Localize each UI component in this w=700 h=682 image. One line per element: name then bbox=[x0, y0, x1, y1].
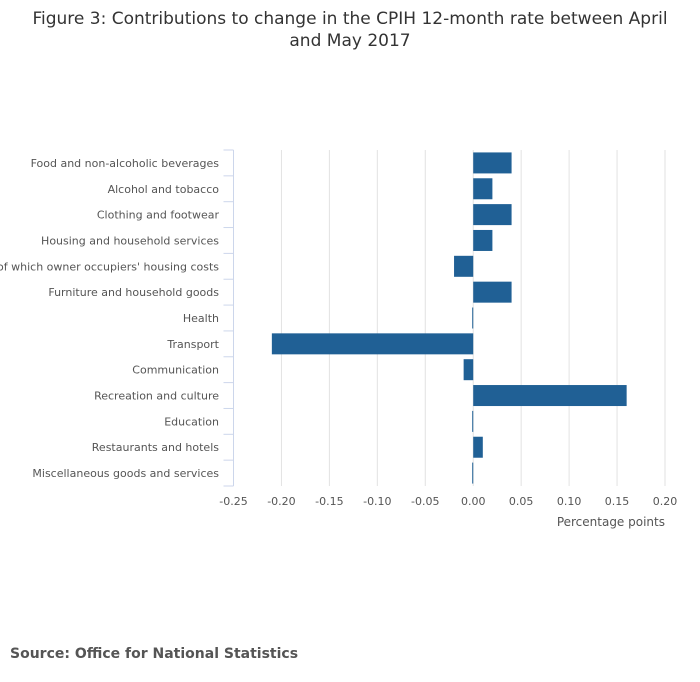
bar-chart: -0.25 -0.20 -0.15 -0.10 -0.05 0.00 0.05 0.10 0.1… bbox=[0, 149, 678, 529]
x-tick-label: -0.25 bbox=[219, 495, 247, 508]
bar bbox=[473, 436, 483, 458]
category-label: Transport bbox=[166, 338, 219, 351]
x-tick-label: 0.20 bbox=[653, 495, 678, 508]
category-label: Education bbox=[164, 415, 219, 428]
x-tick-label: 0.05 bbox=[509, 495, 534, 508]
bar bbox=[472, 410, 474, 432]
x-axis-title: Percentage points bbox=[557, 515, 665, 529]
x-tick-label: -0.05 bbox=[411, 495, 439, 508]
x-tick-label: -0.20 bbox=[267, 495, 295, 508]
bar bbox=[473, 281, 512, 303]
category-label: of which owner occupiers' housing costs bbox=[0, 260, 219, 273]
chart-title: Figure 3: Contributions to change in the… bbox=[0, 8, 700, 52]
bar bbox=[473, 152, 512, 174]
bar bbox=[454, 255, 474, 277]
chart-title-text: Figure 3: Contributions to change in the… bbox=[32, 9, 668, 51]
x-tick-label: 0.00 bbox=[461, 495, 486, 508]
x-tick-label: -0.10 bbox=[363, 495, 391, 508]
category-label: Restaurants and hotels bbox=[92, 441, 219, 454]
x-tick-label: -0.15 bbox=[315, 495, 343, 508]
source-note: Source: Office for National Statistics bbox=[10, 646, 299, 662]
category-label: Alcohol and tobacco bbox=[108, 183, 220, 196]
x-tick-label: 0.15 bbox=[605, 495, 630, 508]
category-label: Communication bbox=[132, 364, 219, 377]
category-label: Recreation and culture bbox=[94, 390, 219, 403]
x-tick-label: 0.10 bbox=[557, 495, 582, 508]
bar bbox=[473, 229, 493, 251]
category-label: Housing and household services bbox=[41, 234, 219, 247]
bar bbox=[473, 178, 493, 200]
bar bbox=[472, 307, 474, 329]
category-label: Furniture and household goods bbox=[48, 286, 219, 299]
bar bbox=[463, 359, 474, 381]
category-label: Clothing and footwear bbox=[97, 209, 220, 222]
category-label: Miscellaneous goods and services bbox=[32, 467, 219, 480]
bar bbox=[473, 204, 512, 226]
bar bbox=[472, 462, 474, 484]
category-label: Health bbox=[183, 312, 219, 325]
bar bbox=[271, 333, 474, 355]
category-label: Food and non-alcoholic beverages bbox=[31, 157, 220, 170]
bar bbox=[473, 385, 627, 407]
